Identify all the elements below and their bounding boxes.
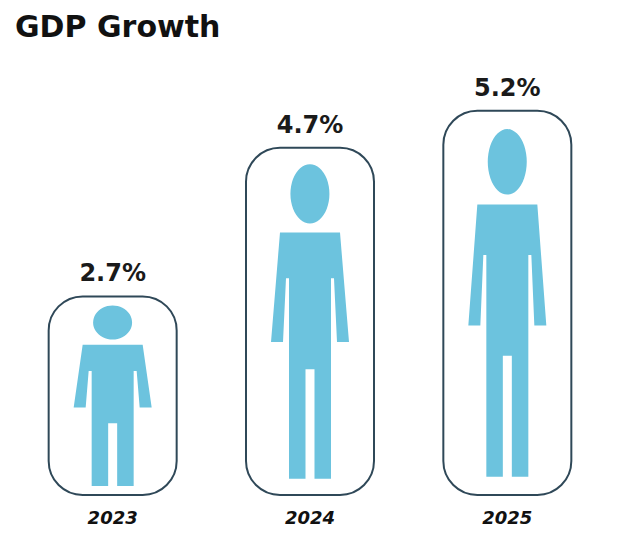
svg-text:2025: 2025 (482, 507, 532, 528)
svg-text:GDP Growth: GDP Growth (15, 9, 220, 44)
svg-text:5.2%: 5.2% (474, 74, 541, 102)
svg-text:2.7%: 2.7% (79, 259, 146, 287)
svg-text:4.7%: 4.7% (277, 111, 344, 139)
svg-text:2024: 2024 (285, 507, 335, 528)
svg-text:2023: 2023 (88, 507, 138, 528)
